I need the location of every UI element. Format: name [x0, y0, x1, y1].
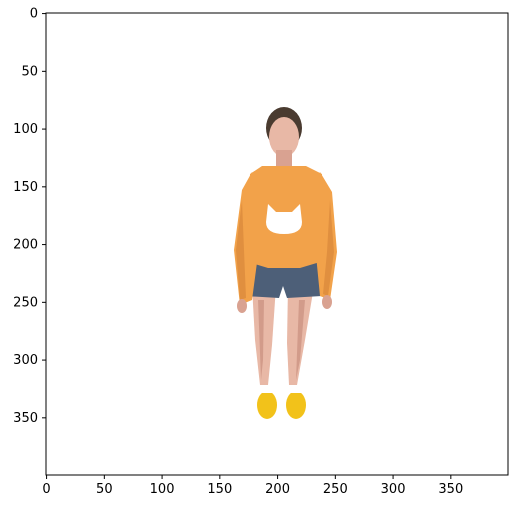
y-axis-ticks: 0 50 100 150 200 250 300 350 [13, 7, 46, 426]
y-tick-label: 150 [13, 180, 38, 195]
face [269, 117, 299, 157]
x-tick-label: 350 [438, 482, 463, 497]
x-tick-label: 200 [265, 482, 290, 497]
neck [276, 150, 292, 166]
x-tick-label: 300 [381, 482, 406, 497]
y-tick-label: 0 [30, 7, 38, 22]
y-tick-label: 250 [13, 295, 38, 310]
x-tick-label: 50 [96, 482, 113, 497]
right-shoe [286, 391, 306, 419]
x-tick-label: 150 [207, 482, 232, 497]
y-tick-label: 350 [13, 411, 38, 426]
x-axis-ticks: 0 50 100 150 200 250 300 350 [42, 475, 463, 497]
left-leg-shadow [258, 300, 264, 380]
right-sock [291, 385, 301, 393]
left-shoe [257, 391, 277, 419]
x-tick-label: 100 [150, 482, 175, 497]
y-tick-label: 200 [13, 238, 38, 253]
y-tick-label: 300 [13, 353, 38, 368]
x-tick-label: 0 [42, 482, 50, 497]
left-sleeve-shade [236, 200, 246, 300]
right-sleeve-shade [323, 200, 334, 296]
right-leg-shadow [296, 300, 305, 380]
cat-patch [266, 204, 302, 234]
y-tick-label: 50 [21, 64, 38, 79]
person-standing-photo-icon [234, 107, 337, 419]
left-leg [252, 286, 276, 385]
shorts [245, 258, 322, 298]
right-hand [322, 295, 332, 309]
x-tick-label: 250 [323, 482, 348, 497]
left-hand [237, 299, 247, 313]
y-tick-label: 100 [13, 122, 38, 137]
left-sock [262, 385, 272, 393]
